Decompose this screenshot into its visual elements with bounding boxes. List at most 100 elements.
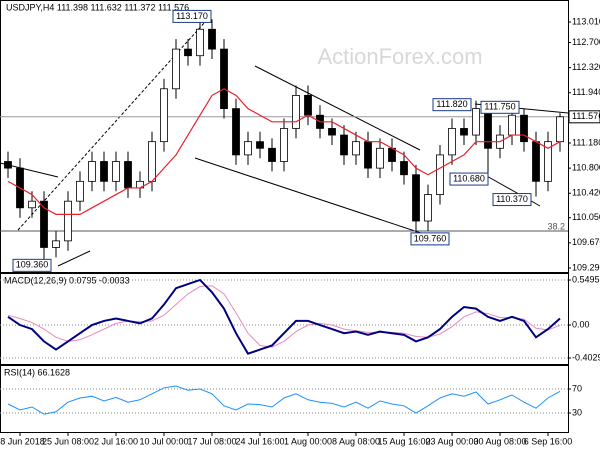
x-tick-label: 2 Jul 16:00 [94,436,138,446]
candle-body [484,108,492,149]
candle-body [400,161,408,176]
candle-body [424,194,432,222]
y-tick-label: 109.670 [572,237,600,247]
candle-body [292,94,300,129]
candle-body [100,161,108,182]
candle-body [52,240,60,248]
candle-body [64,200,72,242]
trend-line [17,21,206,231]
ma-line [7,88,561,216]
y-tick-label: 110.800 [572,162,600,172]
x-tick-label: 24 Jul 16:00 [235,436,284,446]
candle-body [172,48,180,90]
last-price-label: 111.576 [572,111,600,121]
macd-panel [0,273,569,365]
y-tick-label: 0.00 [572,319,590,329]
candle-body [412,174,420,222]
signal-line [7,285,561,348]
x-tick-label: 30 Aug 08:00 [473,436,526,446]
x-tick-label: 8 Aug 08:00 [332,436,380,446]
annotation: 110.680 [453,173,485,183]
trend-line [254,65,421,151]
candle-body [76,180,84,202]
candle-body [160,88,168,143]
y-tick-label: 110.050 [572,212,600,222]
annotation-box [12,258,52,272]
candle-body [4,161,12,169]
candle-body [556,116,564,143]
y-tick-label: 30 [572,407,582,417]
rsi-panel [0,365,569,433]
trend-line [194,157,449,243]
candle-body [112,161,120,182]
candle-body [304,94,312,116]
watermark: ActionForex.com [317,44,482,69]
macd-line [7,278,561,355]
trend-lines [0,21,569,267]
rsi-title: RSI(14) 66.1628 [4,367,70,377]
candle-body [232,108,240,156]
annotation: 113.170 [176,11,208,21]
x-tick-label: 23 Aug 00:00 [425,436,478,446]
y-tick-label: 112.320 [572,62,600,72]
annotation-box [492,193,532,207]
candle-body [124,161,132,189]
candle-body [472,108,480,136]
candle-body [364,141,372,169]
y-tick-label: 112.700 [572,37,600,47]
candle-body [352,141,360,156]
annotation-box [410,232,450,246]
x-tick-label: 15 Aug 16:00 [377,436,430,446]
candle-body [328,128,336,136]
y-tick-label: 111.940 [572,87,600,97]
annotation: 111.820 [436,99,467,109]
candle-body [28,200,36,209]
candle-body [244,141,252,156]
candle-body [40,200,48,248]
y-tick-label: 113.010 [572,16,600,26]
candle-body [436,154,444,195]
annotation: 109.360 [16,260,49,270]
candle-body [148,141,156,182]
annotation-box [449,172,489,186]
annotation: 110.370 [496,194,528,204]
y-tick-label: 70 [572,383,582,393]
y-tick-label: 109.290 [572,262,600,272]
candle-body [460,128,468,136]
candle-body [448,128,456,156]
candle-body [220,48,228,110]
annotation: 111.750 [484,102,515,112]
chart-title: USDJPY,H4 111.398 111.632 111.372 111.57… [6,2,189,12]
x-tick-label: 25 Jun 08:00 [42,436,94,446]
candle-body [280,128,288,162]
annotation-box [432,98,472,112]
last-price-box [568,110,600,124]
annotation: 109.760 [414,233,447,243]
fib-label: 38.2 [547,221,565,231]
y-tick-label: 0.5495 [572,274,600,284]
candle-body [520,114,528,143]
candle-body [256,141,264,149]
candle-body [208,28,216,50]
rsi-line [7,385,561,415]
y-tick-label: -0.4029 [572,352,600,362]
candle-body [376,147,384,169]
x-tick-label: 17 Jul 08:00 [187,436,236,446]
annotation-box [480,100,520,114]
x-tick-label: 18 Jun 2018 [0,436,45,446]
y-tick-label: 111.180 [572,137,600,147]
candle-body [184,48,192,57]
candle-body [544,141,552,182]
x-tick-label: 10 Jul 00:00 [139,436,188,446]
candle-body [340,134,348,156]
candle-body [268,147,276,162]
x-tick-label: 6 Sep 16:00 [524,436,573,446]
trend-line [57,250,91,267]
candle-body [508,114,516,136]
candle-body [88,161,96,182]
y-tick-label: 110.420 [572,188,600,198]
annotation-box [172,9,212,23]
candle-body [196,28,204,57]
candle-body [532,141,540,182]
